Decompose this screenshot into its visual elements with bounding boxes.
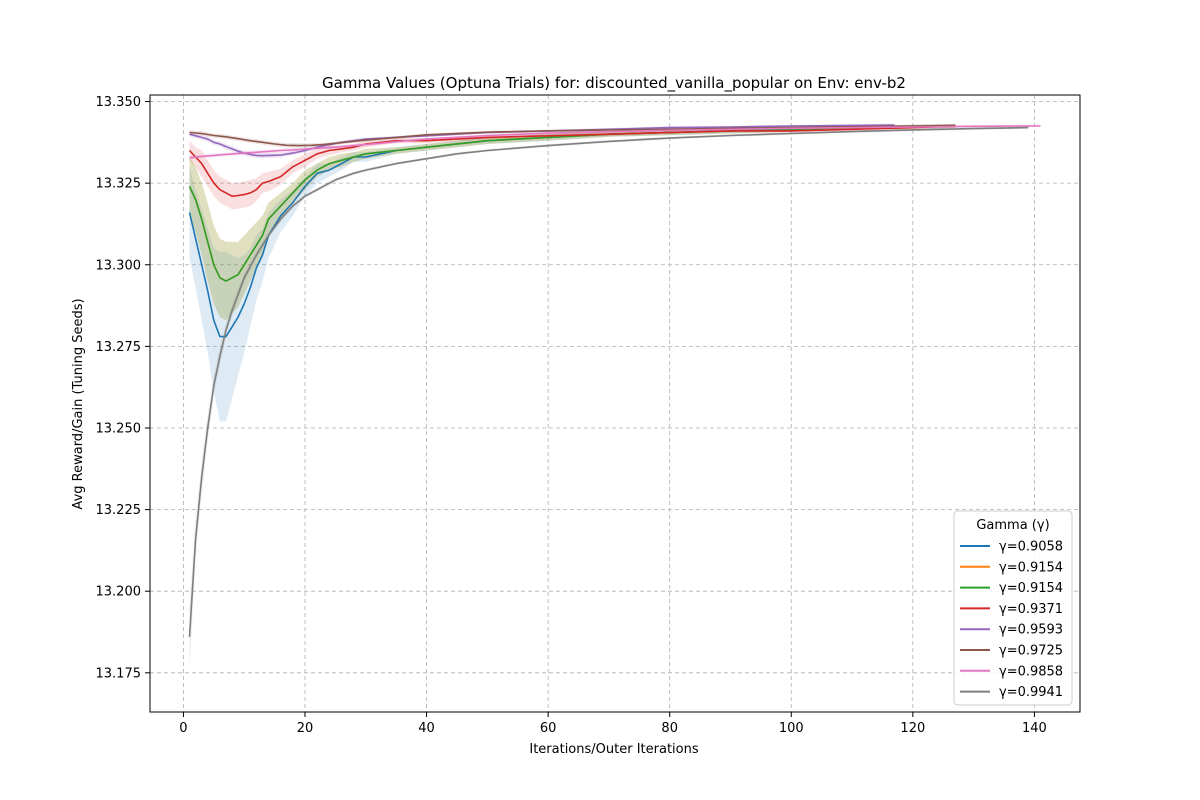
- x-axis-label: Iterations/Outer Iterations: [529, 742, 698, 757]
- series-line-4: [188, 125, 956, 197]
- x-tick-label: 140: [1022, 721, 1047, 736]
- x-tick-label: 100: [779, 721, 804, 736]
- y-tick-label: 13.250: [96, 421, 142, 436]
- x-tick-label: 40: [418, 721, 435, 736]
- series-line-8: [188, 126, 1029, 637]
- x-tick-label: 0: [179, 721, 187, 736]
- x-tick-label: 20: [297, 721, 314, 736]
- grid-lines: [150, 95, 1080, 712]
- y-tick-label: 13.300: [96, 258, 142, 273]
- series-line-7: [189, 125, 1041, 159]
- axes-frame: [149, 94, 1081, 713]
- legend-box: [953, 510, 1073, 706]
- y-tick-label: 13.225: [96, 503, 142, 518]
- legend-items: γ=0.9058 γ=0.9154 γ=0.9154 γ=0.9371 γ=0.9593…: [960, 540, 1063, 700]
- legend-title: Gamma (γ): [976, 518, 1049, 533]
- y-tick-label: 13.350: [96, 95, 142, 110]
- legend-label: γ=0.9154: [999, 581, 1063, 596]
- legend-label: γ=0.9371: [999, 602, 1063, 617]
- y-axis-label: Avg Reward/Gain (Tuning Seeds): [71, 298, 86, 509]
- legend-label: γ=0.9154: [999, 560, 1063, 575]
- legend-label: γ=0.9858: [999, 664, 1063, 679]
- x-tick-label: 80: [661, 721, 678, 736]
- legend-label: γ=0.9593: [999, 623, 1063, 638]
- legend-label: γ=0.9725: [999, 644, 1063, 659]
- legend: Gamma (γ) γ=0.9058 γ=0.9154 γ=0.9154 γ=0.93…: [953, 510, 1073, 706]
- y-tick-label: 13.175: [96, 666, 142, 681]
- y-axis-ticks: 13.175 13.200 13.225 13.250 13.275 13.300 13.3…: [96, 95, 150, 681]
- x-tick-label: 120: [900, 721, 925, 736]
- series-lines: [188, 124, 1041, 637]
- chart-title: Gamma Values (Optuna Trials) for: discou…: [322, 74, 906, 93]
- legend-label: γ=0.9058: [999, 540, 1063, 555]
- legend-label: γ=0.9941: [999, 685, 1063, 700]
- y-tick-label: 13.325: [96, 177, 142, 192]
- series-line-6: [189, 124, 956, 147]
- y-tick-label: 13.275: [96, 340, 142, 355]
- x-axis-ticks: 0 20 40 60 80 100 120 140: [179, 712, 1047, 736]
- x-tick-label: 60: [540, 721, 557, 736]
- y-tick-label: 13.200: [96, 585, 142, 600]
